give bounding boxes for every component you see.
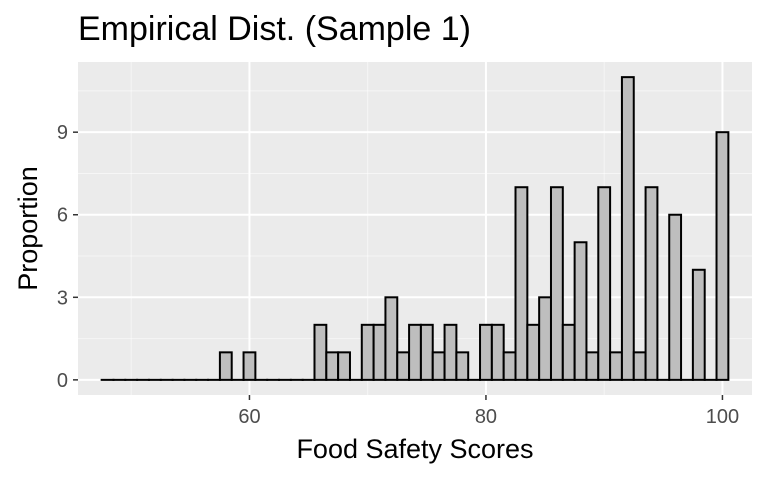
x-tick-label: 60 bbox=[238, 406, 260, 428]
x-tick-label: 100 bbox=[706, 406, 739, 428]
histogram-bar bbox=[644, 186, 659, 381]
histogram-bar bbox=[372, 323, 387, 381]
histogram-bar bbox=[715, 131, 730, 381]
histogram-bar bbox=[490, 323, 505, 381]
histogram-bar bbox=[585, 351, 600, 381]
axes: 0 3 6 9 60 80 100 bbox=[57, 122, 739, 428]
histogram-bar bbox=[668, 213, 683, 381]
histogram-bar bbox=[620, 76, 635, 381]
histogram-bar bbox=[408, 323, 422, 381]
histogram-bar bbox=[419, 323, 434, 381]
histogram-bar bbox=[313, 323, 328, 381]
histogram-bar bbox=[502, 351, 517, 381]
histogram-bar bbox=[455, 351, 470, 381]
histogram-bar bbox=[561, 323, 576, 381]
histogram-bar bbox=[632, 351, 647, 381]
histogram-bar bbox=[337, 351, 351, 381]
y-tick-label: 6 bbox=[57, 205, 68, 227]
histogram-bar bbox=[360, 323, 375, 381]
histogram-bar bbox=[549, 186, 564, 381]
y-tick-label: 3 bbox=[57, 287, 68, 309]
histogram-bar bbox=[609, 351, 623, 381]
histogram-bar bbox=[597, 186, 612, 381]
histogram-bar bbox=[242, 351, 257, 381]
y-axis-title: Proportion bbox=[13, 166, 43, 291]
histogram-bar bbox=[325, 351, 340, 381]
histogram-bar bbox=[384, 296, 399, 381]
chart-title: Empirical Dist. (Sample 1) bbox=[78, 10, 471, 48]
histogram-bar bbox=[514, 186, 529, 381]
histogram-bar bbox=[691, 268, 706, 381]
histogram-bar bbox=[431, 351, 446, 381]
y-tick-label: 0 bbox=[57, 370, 68, 392]
histogram-bar bbox=[538, 296, 552, 381]
histogram-bar bbox=[396, 351, 411, 381]
histogram-bar bbox=[479, 323, 493, 381]
histogram-bars bbox=[100, 76, 730, 381]
histogram-bar bbox=[218, 351, 233, 381]
histogram-bar bbox=[573, 241, 588, 381]
histogram-bar bbox=[443, 323, 458, 381]
y-tick-label: 9 bbox=[57, 122, 68, 144]
histogram-bar bbox=[526, 323, 541, 381]
x-axis-title: Food Safety Scores bbox=[296, 434, 533, 464]
x-tick-label: 80 bbox=[475, 406, 497, 428]
